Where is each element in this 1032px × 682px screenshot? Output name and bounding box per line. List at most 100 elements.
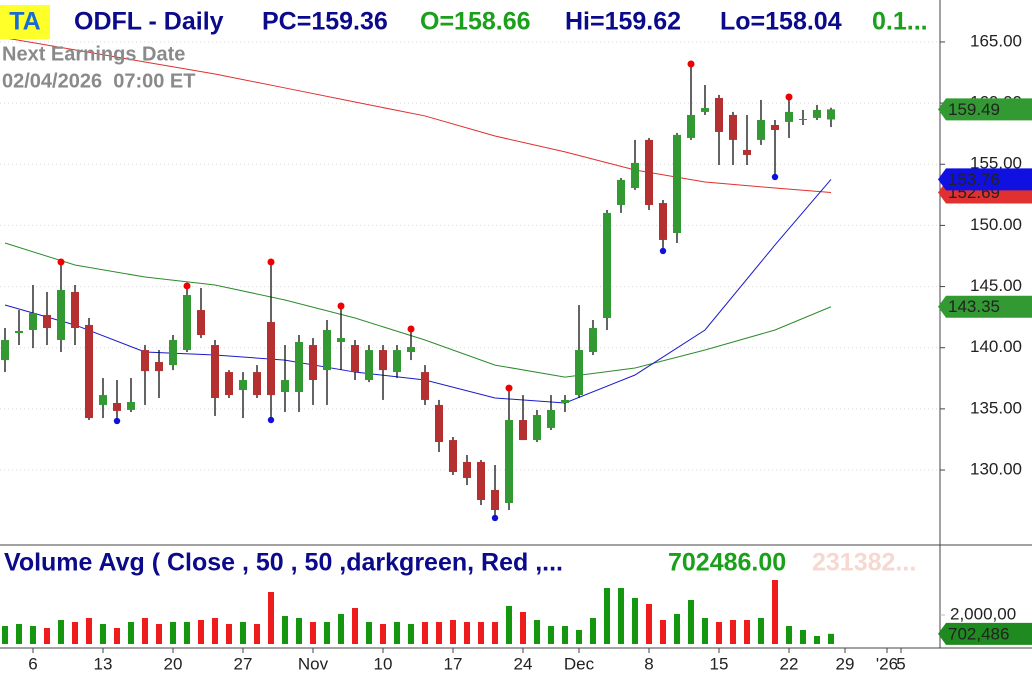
candle-body [673, 134, 681, 233]
candle-body [743, 149, 751, 155]
volume-bar [352, 608, 358, 644]
candle-body [127, 402, 135, 410]
pivot-low [267, 416, 275, 424]
candle-body [239, 380, 247, 391]
candle-body [379, 350, 387, 371]
volume-bar [618, 588, 624, 644]
candle-body [85, 324, 93, 419]
volume-bar [604, 588, 610, 644]
price-flag-label: 702,486 [948, 624, 1009, 643]
volume-bar [758, 618, 764, 644]
volume-bar [338, 614, 344, 644]
candle-body [715, 97, 723, 132]
x-tick-label: Dec [564, 654, 595, 673]
volume-bar [632, 598, 638, 644]
volume-bar [422, 622, 428, 644]
volume-bar [128, 622, 134, 644]
candle-body [449, 440, 457, 472]
volume-bar [646, 604, 652, 644]
volume-bar [170, 622, 176, 644]
candle-body [99, 395, 107, 405]
candle-body [267, 322, 275, 396]
volume-bar [380, 624, 386, 644]
candle-body [561, 399, 569, 404]
price-flag [938, 295, 1032, 318]
volume-bar [296, 618, 302, 644]
x-tick-label: 22 [780, 654, 799, 673]
volume-bar [576, 630, 582, 644]
volume-bar [590, 618, 596, 644]
candle-body [281, 380, 289, 392]
candle-body [337, 338, 345, 342]
volume-bars [2, 580, 834, 644]
candle-body [71, 291, 79, 329]
candle-body [309, 345, 317, 381]
volume-bar [282, 616, 288, 644]
candle-body [295, 341, 303, 392]
candle-body [785, 111, 793, 122]
volume-bar [408, 624, 414, 644]
volume-bar [254, 624, 260, 644]
y-tick-label: 145.00 [970, 276, 1022, 295]
candle-body [57, 289, 65, 341]
candle-body [141, 350, 149, 372]
volume-bar [226, 624, 232, 644]
candle-body [435, 404, 443, 443]
readout: PC=159.36 [262, 8, 388, 36]
candle-body [813, 109, 821, 118]
x-tick-label: 29 [836, 654, 855, 673]
candles [1, 60, 835, 522]
volume-bar [562, 626, 568, 644]
candle-body [323, 329, 331, 371]
y-tick-label: 165.00 [970, 31, 1022, 50]
pivot-high [337, 302, 345, 310]
volume-bar [702, 618, 708, 644]
price-flag-label: 153.76 [948, 170, 1000, 189]
candle-body [29, 312, 37, 330]
candle-body [547, 409, 555, 428]
volume-readout: 702486.00 [668, 549, 786, 577]
moving-average-line [4, 242, 832, 378]
volume-bar [548, 626, 554, 644]
price-flag-label: 143.35 [948, 297, 1000, 316]
candle-body [631, 162, 639, 188]
y-tick-label: 140.00 [970, 337, 1022, 356]
volume-bar [268, 592, 274, 644]
candle-body [589, 328, 597, 352]
candle-body [351, 345, 359, 373]
volume-bar [16, 624, 22, 644]
volume-bar [478, 622, 484, 644]
candle-body [491, 489, 499, 511]
volume-bar [450, 620, 456, 644]
candle-body [659, 203, 667, 240]
earnings-label: Next Earnings Date [2, 43, 185, 65]
volume-bar [142, 618, 148, 644]
volume-bar [800, 630, 806, 644]
candle-body [533, 414, 541, 441]
x-tick-label: Nov [298, 654, 329, 673]
candle-body [365, 350, 373, 381]
pivot-low [113, 417, 121, 425]
volume-tick-label: 2,000,00 [950, 604, 1016, 623]
y-tick-label: 135.00 [970, 398, 1022, 417]
x-tick-label: 10 [374, 654, 393, 673]
candle-body [687, 114, 695, 138]
price-flag [938, 168, 1032, 191]
pivot-low [771, 173, 779, 181]
volume-bar [394, 622, 400, 644]
candle-body [799, 119, 807, 121]
readout: Lo=158.04 [720, 8, 842, 36]
y-tick-label: 150.00 [970, 215, 1022, 234]
candle-body [701, 107, 709, 112]
volume-bar [72, 622, 78, 644]
volume-bar [366, 622, 372, 644]
candle-body [827, 109, 835, 120]
candle-body [253, 372, 261, 396]
price-flag-label: 159.49 [948, 100, 1000, 119]
volume-bar [688, 600, 694, 644]
candle-body [155, 362, 163, 372]
candle-body [225, 372, 233, 396]
pivot-high [407, 325, 415, 333]
